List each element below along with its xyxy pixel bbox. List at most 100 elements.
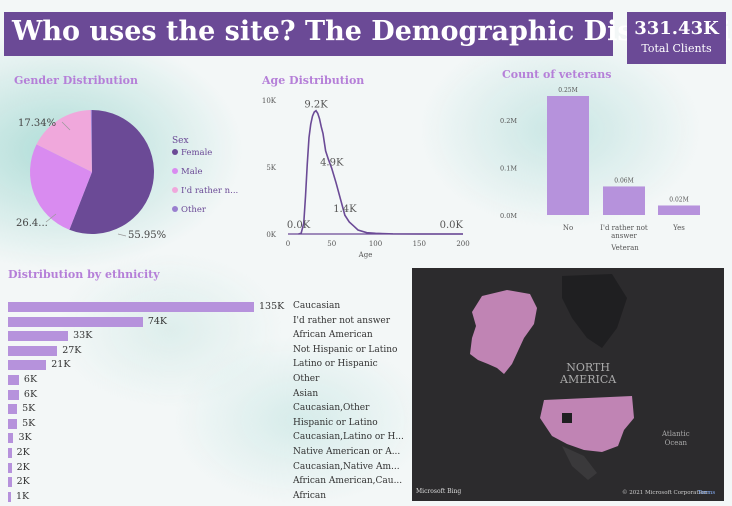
vet-value-label: 0.06M [614, 177, 634, 184]
vet-category-label: No [563, 224, 573, 232]
age-chart-title: Age Distribution [262, 74, 365, 87]
age-xtick: 100 [369, 240, 382, 248]
age-data-label: 4.9K [320, 157, 344, 168]
legend-item[interactable]: I'd rather n... [181, 186, 238, 196]
legend-marker [172, 149, 178, 155]
veterans-chart-title: Count of veterans [502, 68, 612, 81]
legend-marker [172, 168, 178, 174]
legend-marker [172, 187, 178, 193]
ethnicity-bar[interactable] [8, 331, 69, 342]
ethnicity-bar[interactable] [8, 418, 18, 429]
ethnicity-value-label: 33K [73, 330, 93, 342]
title-banner: Who uses the site? The Demographic Distr… [4, 12, 732, 56]
legend-title: Sex [172, 136, 189, 146]
pie-slice-1[interactable] [30, 144, 92, 230]
age-data-label: 1.4K [333, 204, 357, 215]
pie-label-1: 26.4... [16, 218, 48, 229]
total-clients-card: 331.43K Total Clients [627, 12, 726, 64]
age-series-line[interactable] [298, 109, 464, 235]
pie-leader [117, 233, 127, 237]
greenland-shape [562, 274, 627, 348]
ethnicity-bar[interactable] [8, 375, 19, 385]
ethnicity-bar[interactable] [8, 433, 14, 444]
age-xtick: 0 [286, 240, 290, 248]
age-ytick: 0K [266, 231, 276, 239]
vet-ytick: 0.0M [500, 212, 517, 220]
map-gap [562, 413, 572, 423]
ethnicity-value-label: 2K [16, 461, 30, 473]
ethnicity-bar[interactable] [8, 389, 19, 400]
age-xtick: 50 [327, 240, 336, 248]
ethnicity-value-label: 1K [16, 490, 30, 502]
ethnicity-category-label: Asian [293, 388, 319, 399]
vet-category-label: I'd rather not [600, 224, 648, 232]
vet-bar-0[interactable] [547, 96, 589, 215]
vet-ytick: 0.2M [500, 117, 517, 125]
ethnicity-category-label: Native American or A... [293, 447, 401, 457]
age-ytick: 10K [262, 97, 277, 105]
vet-category-label: answer [611, 232, 637, 240]
ethnicity-bar[interactable] [8, 448, 12, 458]
ethnicity-value-label: 3K [18, 432, 32, 444]
pie-leader [45, 213, 57, 223]
ethnicity-value-label: 135K [259, 301, 285, 312]
legend-item[interactable]: Other [181, 205, 207, 215]
pie-label-2: 17.34% [18, 118, 56, 129]
legend-item[interactable]: Female [181, 148, 212, 158]
vet-bar-1[interactable] [603, 186, 645, 215]
age-line-chart: 0K 5K 10K 0 50 100 150 200 Age 9.2K 4.9K 1.4K 0.0K 0.… [262, 97, 470, 259]
gender-chart-title: Gender Distribution [14, 74, 138, 87]
vet-value-label: 0.25M [558, 87, 578, 94]
alaska-shape [470, 290, 537, 374]
pie-slice-2[interactable] [36, 110, 92, 172]
ocean-label: Atlantic Ocean [662, 430, 690, 447]
map-terms-link[interactable]: Terms [698, 490, 716, 496]
ethnicity-category-label: Caucasian,Other [293, 403, 370, 414]
ethnicity-category-label: Latino or Hispanic [293, 359, 378, 370]
ethnicity-value-label: 6K [23, 374, 38, 385]
ethnicity-bar[interactable] [8, 302, 254, 312]
ethnicity-category-label: Other [293, 374, 320, 384]
age-xtick: 150 [413, 240, 426, 248]
continent-label: NORTH AMERICA [560, 361, 617, 386]
legend-item[interactable]: Male [181, 167, 203, 177]
ethnicity-bar[interactable] [8, 477, 12, 488]
ethnicity-category-label: Not Hispanic or Latino [293, 344, 398, 355]
ethnicity-category-label: African American [293, 330, 373, 341]
ethnicity-bar[interactable] [8, 360, 47, 371]
ethnicity-bar[interactable] [8, 316, 143, 327]
ethnicity-value-label: 27K [62, 344, 82, 356]
age-data-label: 0.0K [287, 220, 311, 231]
ethnicity-category-label: Caucasian [293, 301, 341, 311]
age-data-label: 9.2K [304, 100, 328, 111]
ethnicity-category-label: Hispanic or Latino [293, 417, 378, 428]
ethnicity-value-label: 5K [22, 403, 36, 415]
ethnicity-category-label: I'd rather not answer [293, 315, 391, 326]
ethnicity-value-label: 21K [51, 359, 71, 371]
ethnicity-bar[interactable] [8, 462, 12, 473]
pie-slice-3[interactable] [90, 110, 92, 172]
vet-value-label: 0.02M [669, 196, 689, 203]
age-ytick: 5K [266, 164, 276, 172]
ethnicity-value-label: 2K [16, 476, 30, 488]
ethnicity-bar[interactable] [8, 345, 58, 356]
map-graphic [470, 274, 634, 480]
kpi-label: Total Clients [641, 42, 712, 55]
pie-slice-0[interactable] [69, 110, 154, 234]
age-xtick: 200 [456, 240, 469, 248]
usa-shape [540, 396, 634, 452]
mexico-shape [562, 446, 597, 480]
ethnicity-bar[interactable] [8, 404, 18, 415]
vet-bar-2[interactable] [658, 205, 700, 215]
north-america-map[interactable]: NORTH AMERICA Atlantic Ocean Microsoft B… [412, 268, 724, 501]
pie-leader [61, 121, 71, 131]
bing-logo: Microsoft Bing [416, 488, 462, 495]
ethnicity-value-label: 74K [147, 315, 168, 327]
age-data-label: 0.0K [440, 220, 464, 231]
age-xlabel: Age [358, 251, 373, 259]
pie-label-0: 55.95% [128, 230, 166, 241]
ethnicity-value-label: 2K [16, 447, 30, 458]
legend-marker [172, 206, 178, 212]
ethnicity-bar[interactable] [8, 491, 11, 502]
veterans-bar-chart: 0.0M 0.1M 0.2M 0.25M No 0.06M I'd rather notan… [500, 87, 700, 252]
